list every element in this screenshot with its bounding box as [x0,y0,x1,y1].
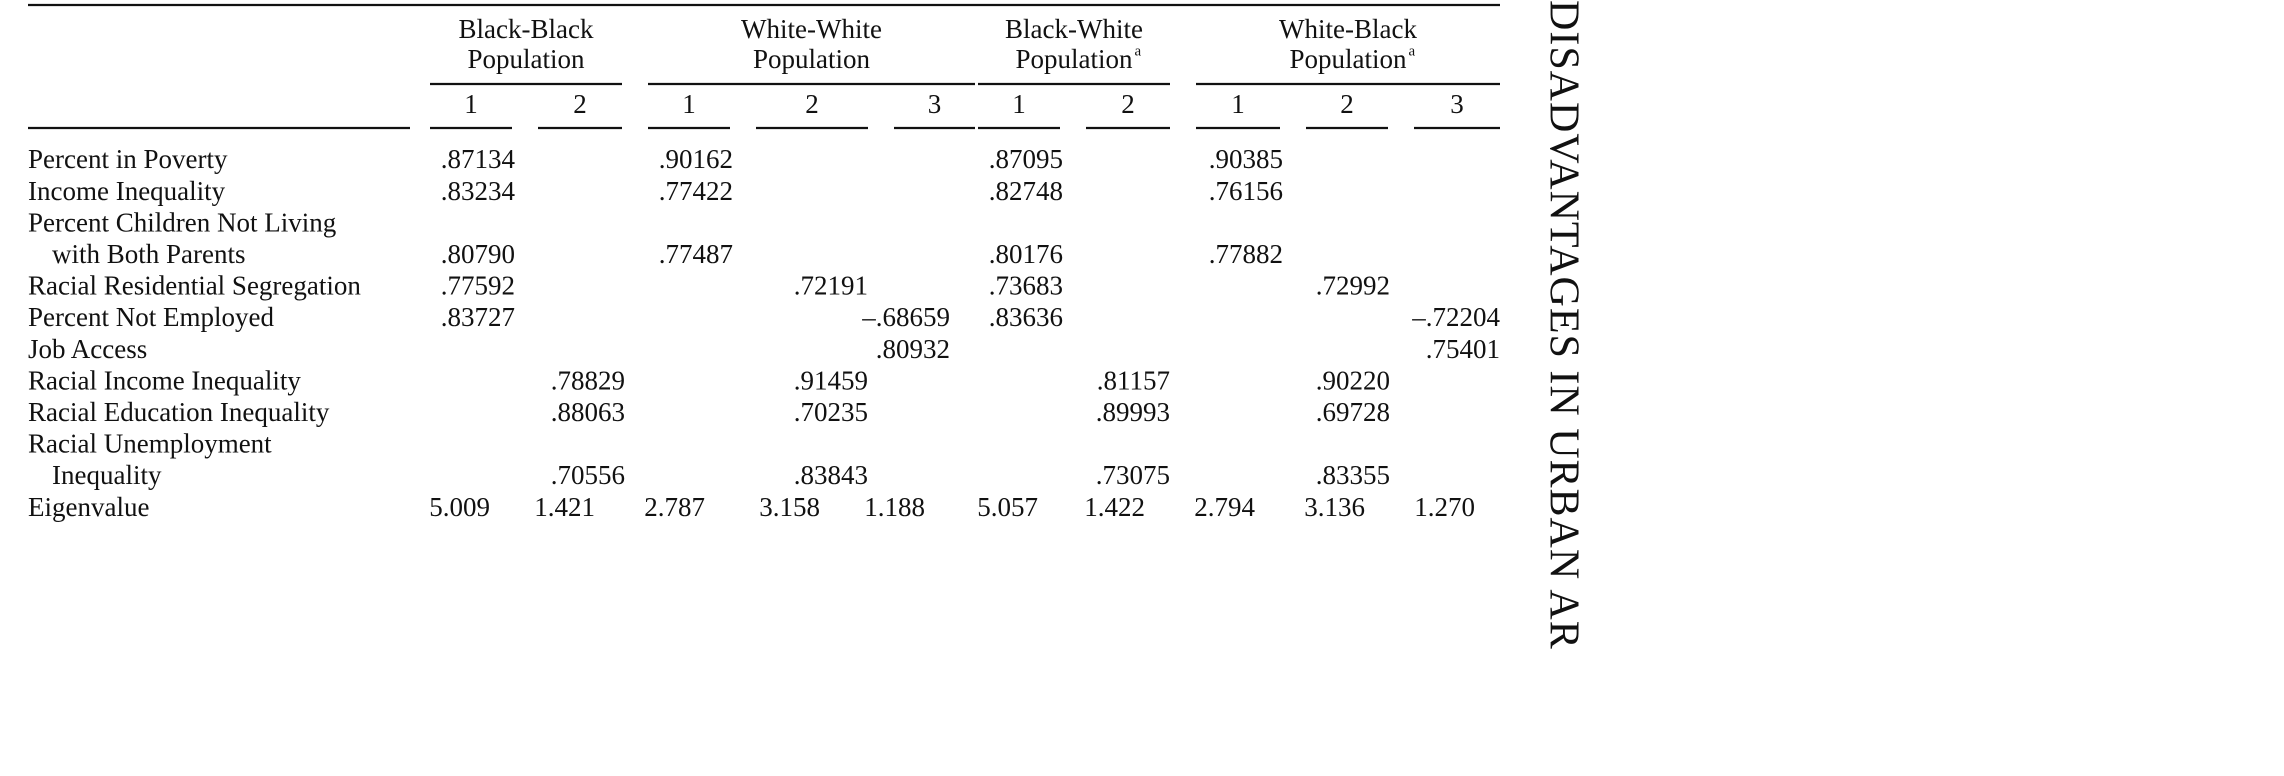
cell-value: .90162 [659,144,733,174]
footnote-mark: a [1135,43,1142,59]
cell-value: .90385 [1209,144,1283,174]
cell-value: 5.057 [977,492,1038,522]
cell-value: .72992 [1316,271,1390,301]
column-number: 1 [464,89,478,119]
cell-value: .83727 [441,302,515,332]
cell-value: .69728 [1316,397,1390,427]
cell-value: .82748 [989,176,1063,206]
cell-value: .72191 [794,271,868,301]
cell-value: .87134 [441,144,516,174]
row-label: Eigenvalue [28,492,149,522]
row-label: Racial Residential Segregation [28,271,361,301]
column-number: 1 [682,89,696,119]
cell-value: .78829 [551,365,625,395]
row-label: Racial Income Inequality [28,365,301,395]
group-title: Black-White [1005,14,1143,44]
cell-value: .88063 [551,397,625,427]
cell-value: .77592 [441,271,515,301]
cell-value: .89993 [1096,397,1170,427]
cell-value: .80932 [876,334,950,364]
group-title: White-White [741,14,882,44]
row-label: with Both Parents [52,239,246,269]
row-label: Racial Unemployment [28,429,272,459]
cell-value: .73075 [1096,460,1170,490]
cell-value: 2.787 [644,492,705,522]
cell-value: 2.794 [1194,492,1255,522]
group-title: Black-Black [459,14,594,44]
group-title: White-Black [1279,14,1417,44]
cell-value: .81157 [1097,365,1170,395]
group-title: Population [753,44,871,74]
cell-value: .75401 [1426,334,1500,364]
row-label: Income Inequality [28,176,226,206]
row-label: Percent Not Employed [28,302,274,332]
cell-value: .83636 [989,302,1063,332]
group-title: Population [467,44,585,74]
cell-value: .80176 [989,239,1063,269]
cell-value: 1.421 [534,492,595,522]
cell-value: .90220 [1316,365,1390,395]
column-number: 2 [805,89,819,119]
cell-value: 5.009 [429,492,490,522]
cell-value: –.68659 [861,302,950,332]
cell-value: 3.158 [759,492,820,522]
cell-value: 1.188 [864,492,925,522]
row-label: Job Access [28,334,147,364]
column-number: 2 [573,89,587,119]
row-label: Racial Education Inequality [28,397,330,427]
running-head: DISADVANTAGES IN URBAN AR [1540,0,1586,650]
cell-value: .76156 [1209,176,1283,206]
cell-value: .91459 [794,365,868,395]
row-label: Inequality [52,460,162,490]
row-label: Percent in Poverty [28,144,228,174]
cell-value: .87095 [989,144,1063,174]
group-title: Population [1289,44,1407,74]
cell-value: .80790 [441,239,515,269]
column-number: 1 [1012,89,1026,119]
cell-value: .83843 [794,460,868,490]
cell-value: .77487 [659,239,733,269]
cell-value: .73683 [989,271,1063,301]
cell-value: .70556 [551,460,625,490]
group-title: Population [1015,44,1133,74]
cell-value: .83234 [441,176,516,206]
cell-value: .70235 [794,397,868,427]
cell-value: –.72204 [1411,302,1500,332]
cell-value: 3.136 [1304,492,1365,522]
cell-value: .83355 [1316,460,1390,490]
column-number: 2 [1340,89,1354,119]
footnote-mark: a [1409,43,1416,59]
column-number: 2 [1121,89,1135,119]
column-number: 1 [1231,89,1245,119]
row-label: Percent Children Not Living [28,207,336,237]
cell-value: .77422 [659,176,733,206]
cell-value: 1.422 [1084,492,1145,522]
cell-value: .77882 [1209,239,1283,269]
cell-value: 1.270 [1414,492,1475,522]
column-number: 3 [928,89,942,119]
column-number: 3 [1450,89,1464,119]
